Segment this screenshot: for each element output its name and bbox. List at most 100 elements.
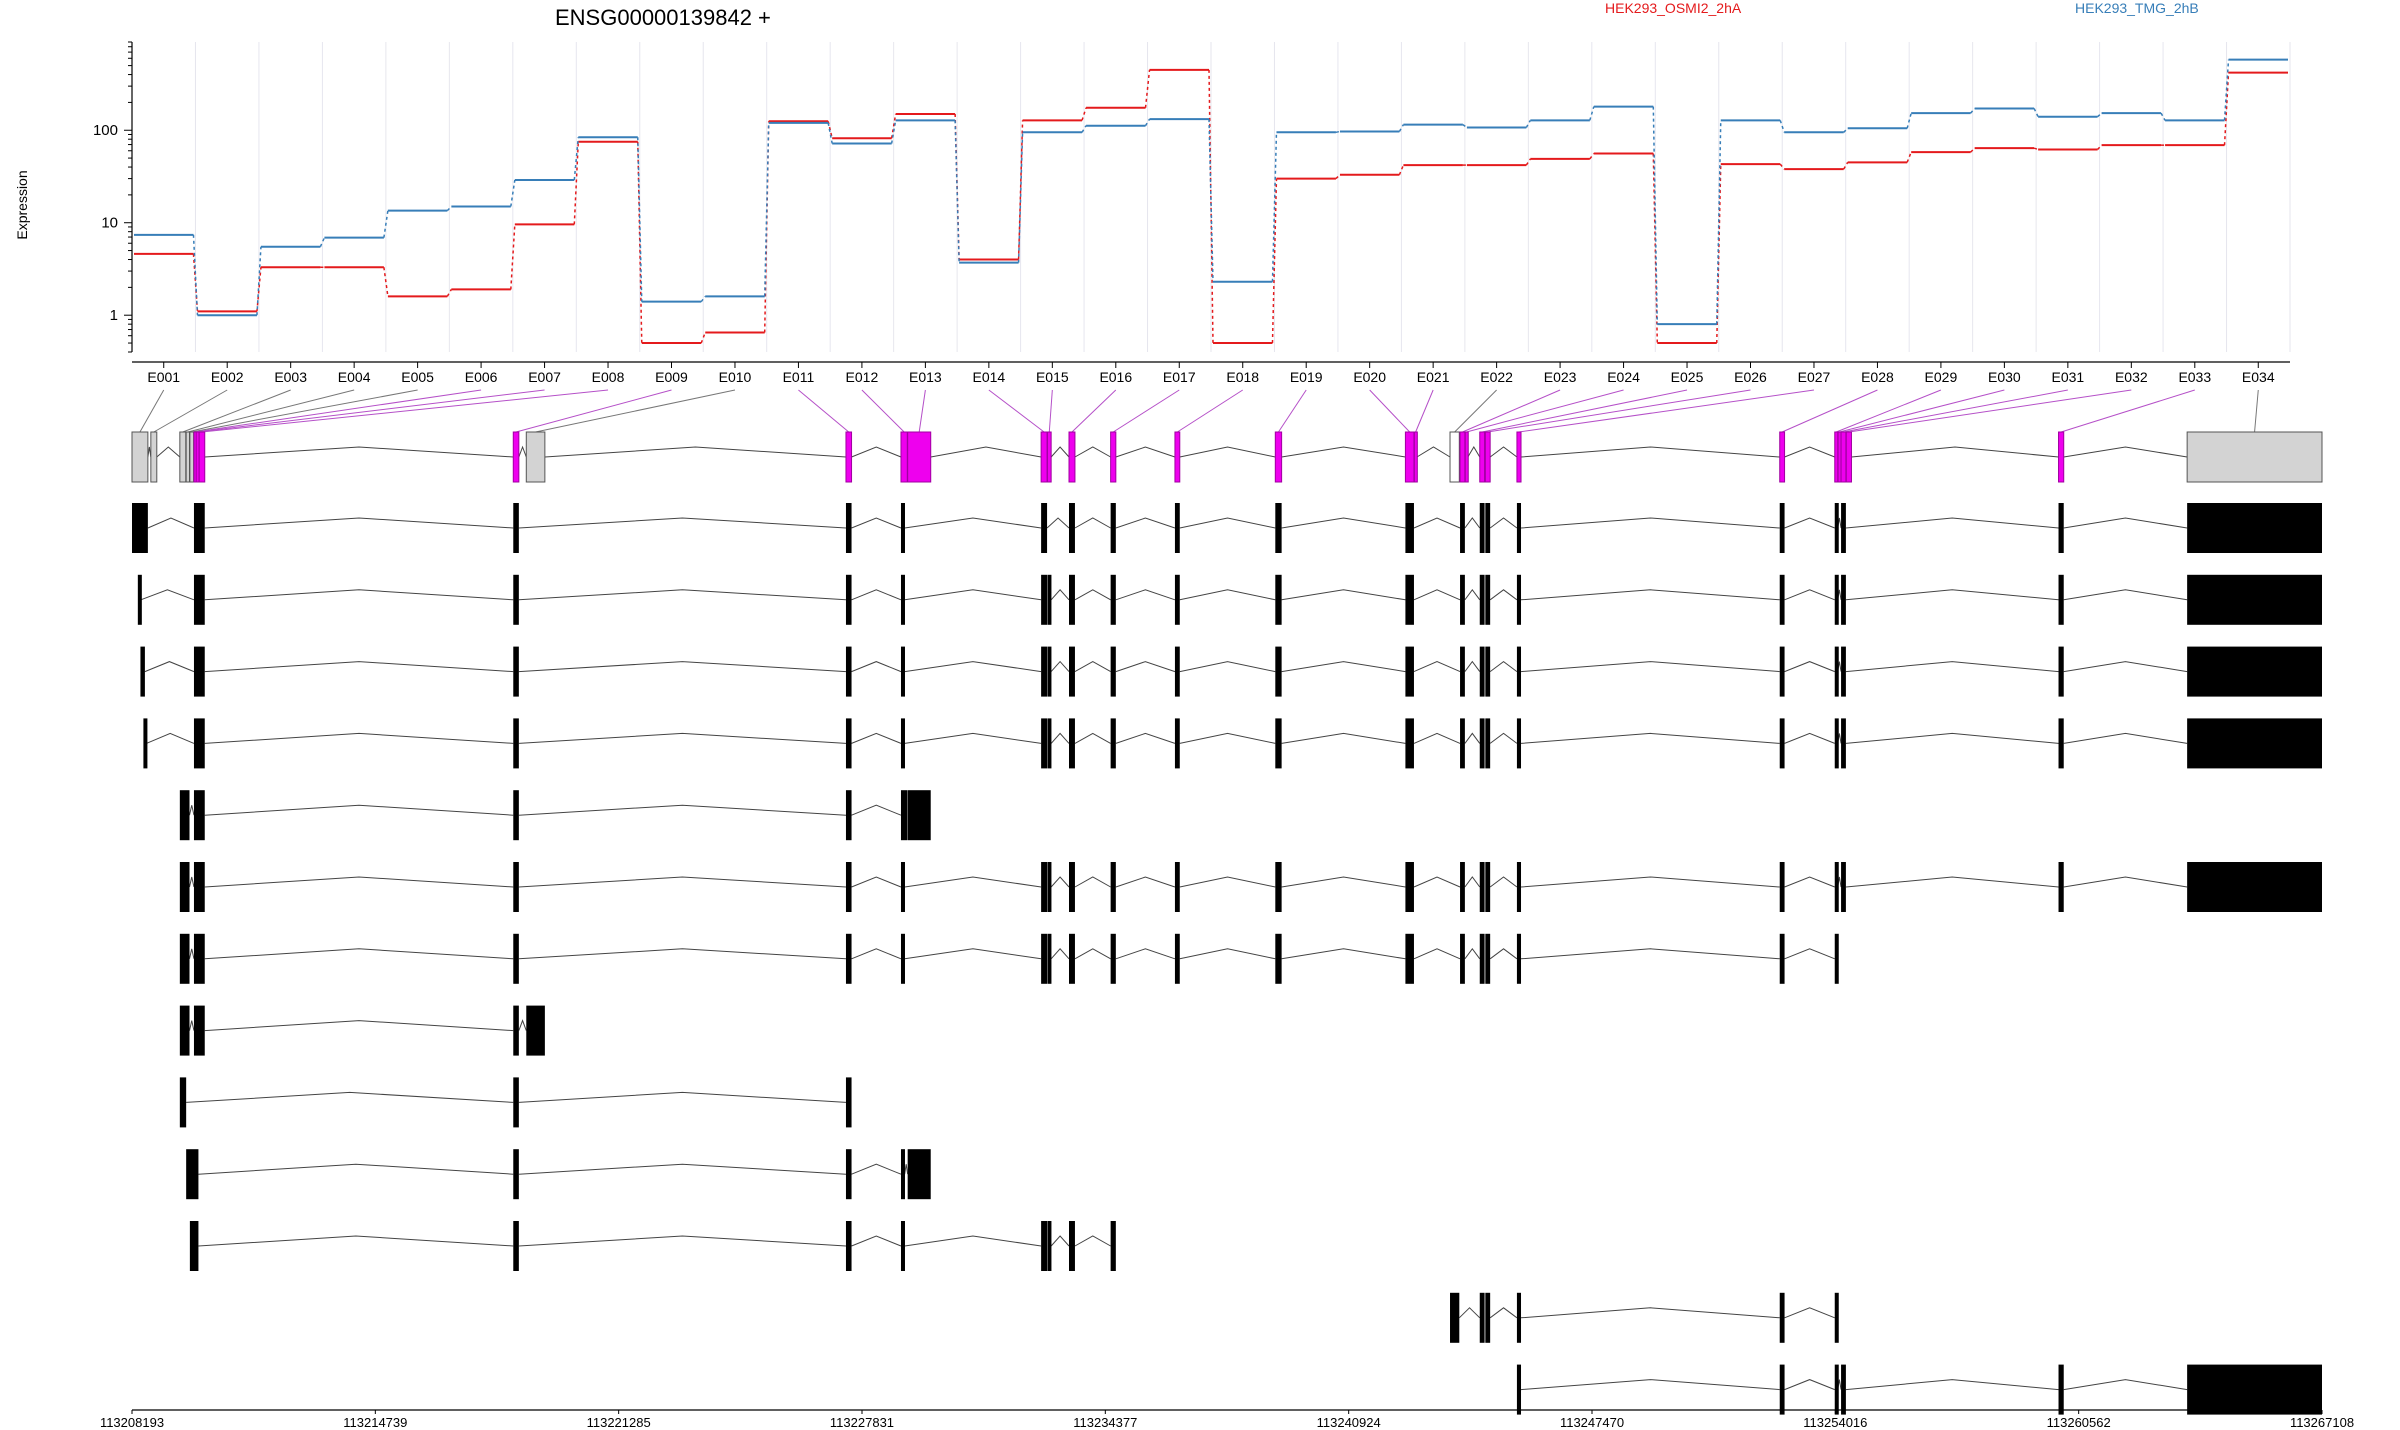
exon-connector: [861, 389, 905, 433]
model-exon-E031: [1840, 431, 1847, 483]
transcript-exon: [1460, 933, 1465, 984]
transcript-exon: [1485, 1292, 1491, 1343]
transcript-exon: [1834, 1292, 1839, 1343]
transcript-exon: [2187, 646, 2322, 697]
transcript-exon: [845, 646, 852, 697]
transcript-exon: [1516, 574, 1522, 625]
genomic-tick-label: 113221285: [587, 1415, 651, 1430]
exon-label-E007: E007: [528, 369, 561, 385]
exon-label-E032: E032: [2115, 369, 2148, 385]
intron-line: [1851, 446, 2059, 458]
transcript-exon: [1047, 646, 1052, 697]
transcript-exon: [513, 718, 519, 769]
transcript-exon: [193, 503, 205, 553]
intron-line: [851, 876, 902, 888]
model-exon-E021: [1413, 431, 1418, 483]
transcript-exon: [1068, 862, 1075, 912]
series-connector: [1335, 174, 1341, 180]
transcript-exon: [1275, 503, 1282, 553]
intron-line: [204, 732, 514, 744]
model-exon-E032: [1845, 431, 1852, 483]
transcript-exon: [1779, 1292, 1785, 1343]
transcript-exon: [1779, 933, 1785, 984]
intron-line: [1115, 876, 1176, 888]
transcript-exon: [1779, 646, 1785, 697]
model-exon-E022: [1449, 431, 1460, 483]
transcript-exon: [2058, 1364, 2064, 1415]
transcript-exon: [2058, 574, 2064, 625]
model-exon-E029: [1834, 431, 1839, 483]
transcript-exon: [513, 790, 519, 841]
model-exon-E033: [2058, 431, 2065, 483]
intron-line: [1520, 661, 1780, 673]
exon-connector: [1071, 389, 1117, 433]
intron-line: [1520, 589, 1780, 601]
intron-line: [1464, 517, 1481, 529]
transcript-exon: [1405, 646, 1414, 697]
exon-label-E024: E024: [1607, 369, 1640, 385]
series-connector: [2223, 59, 2230, 121]
transcript-exon: [1068, 503, 1075, 553]
transcript-exon: [2187, 718, 2322, 769]
exon-connector: [2254, 389, 2259, 433]
intron-line: [851, 732, 902, 744]
transcript-exon: [1041, 503, 1048, 553]
transcript-exon: [845, 1221, 852, 1271]
transcript-exon: [1041, 1221, 1048, 1271]
series-connector: [1779, 120, 1785, 133]
intron-line: [1784, 589, 1835, 601]
transcript-exon: [1841, 718, 1846, 769]
intron-line: [2063, 1379, 2188, 1391]
transcript-exon: [1405, 718, 1414, 769]
transcript-exon: [1834, 503, 1839, 553]
transcript-exon: [1110, 503, 1116, 553]
genomic-tick-label: 113260562: [2047, 1415, 2111, 1430]
intron-line: [1281, 589, 1406, 601]
exon-label-E015: E015: [1036, 369, 1069, 385]
transcript-exon: [1834, 574, 1839, 625]
intron-line: [1179, 589, 1276, 601]
transcript-exon: [1041, 574, 1048, 625]
exon-connector: [1836, 389, 1942, 433]
transcript-exon: [1174, 718, 1180, 769]
intron-line: [1179, 661, 1276, 673]
model-exon-E020: [1404, 431, 1415, 483]
intron-line: [156, 446, 181, 458]
model-exon-E010: [525, 431, 546, 483]
intron-line: [1845, 661, 2059, 673]
series-connector: [573, 137, 580, 181]
exon-label-E016: E016: [1099, 369, 1132, 385]
transcript-exon: [1450, 1292, 1460, 1343]
intron-line: [1050, 660, 1070, 672]
transcript-exon: [900, 718, 905, 769]
transcript-exon: [1516, 718, 1522, 769]
intron-line: [1416, 446, 1451, 458]
transcript-exon: [1174, 646, 1180, 697]
model-exon-E001: [131, 431, 149, 483]
intron-line: [904, 1164, 909, 1175]
transcript-exon: [1485, 718, 1491, 769]
intron-line: [1489, 1307, 1518, 1319]
series-connector: [1335, 130, 1341, 134]
intron-line: [851, 589, 902, 601]
exon-label-E001: E001: [147, 369, 180, 385]
series-connector: [700, 295, 706, 303]
transcript-exon: [526, 1005, 545, 1056]
exon-connector: [1843, 389, 2068, 433]
transcript-exon: [845, 503, 852, 553]
transcript-exon: [1485, 646, 1491, 697]
series-2: [134, 58, 2288, 326]
transcript-exon: [845, 718, 852, 769]
intron-line: [1489, 660, 1518, 673]
intron-line: [1046, 517, 1070, 529]
series-connector: [446, 289, 453, 297]
model-exon-E027: [1516, 431, 1522, 483]
series-connector: [319, 237, 326, 248]
intron-line: [1489, 732, 1518, 744]
transcript-2: [137, 574, 2322, 625]
intron-line: [1784, 446, 1835, 458]
series-connector: [383, 267, 389, 297]
series-connector: [1271, 132, 1278, 282]
intron-line: [851, 446, 902, 458]
